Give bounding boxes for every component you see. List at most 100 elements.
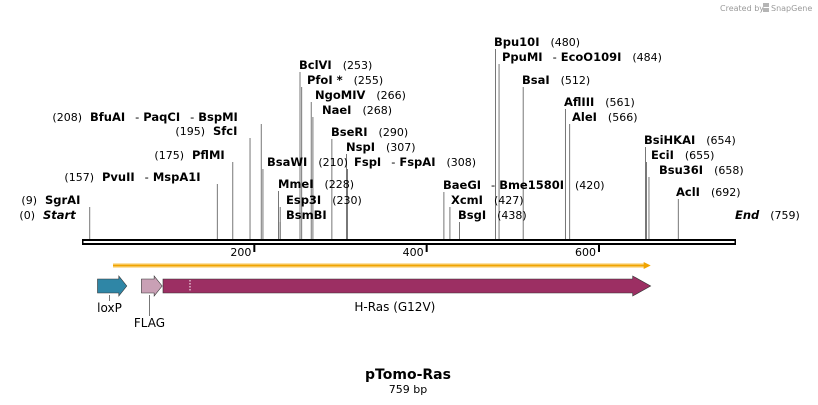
site-position: (175) bbox=[154, 149, 184, 162]
feature-h-ras-g12v[interactable]: H-Ras (G12V) bbox=[162, 275, 652, 314]
site-position: (255) bbox=[354, 74, 384, 87]
feature-label: H-Ras (G12V) bbox=[354, 300, 435, 314]
site-start[interactable]: (0) Start bbox=[19, 208, 76, 222]
site-name: NspI bbox=[346, 140, 375, 154]
site-name: AleI bbox=[572, 110, 597, 124]
backbone-right-cap bbox=[734, 239, 736, 245]
site-position: (692) bbox=[711, 186, 741, 199]
site-naei[interactable]: NaeI (268) bbox=[322, 103, 392, 117]
site-name: SfcI bbox=[213, 124, 237, 138]
site-labels: (0) Start(9) SgrAI(157) PvuII - MspA1I(175) Pf… bbox=[19, 35, 799, 222]
site-name: End bbox=[735, 208, 760, 222]
site-pflmi[interactable]: (175) PflMI bbox=[154, 148, 224, 162]
scale-tick-400 bbox=[425, 245, 428, 252]
site-end[interactable]: End (759) bbox=[735, 208, 800, 222]
site-position: (438) bbox=[497, 209, 527, 222]
site-position: (157) bbox=[64, 171, 94, 184]
site-position: (420) bbox=[575, 179, 605, 192]
site-name: XcmI bbox=[451, 193, 483, 207]
site-bpu10i[interactable]: Bpu10I (480) bbox=[494, 35, 580, 49]
scale-tick-600 bbox=[597, 245, 600, 252]
site-leader-lines bbox=[89, 49, 679, 239]
site-acli[interactable]: AclI (692) bbox=[676, 185, 741, 199]
site-separator: - bbox=[391, 155, 395, 169]
map-length: 759 bp bbox=[389, 383, 427, 396]
site-name: PfoI * bbox=[307, 73, 343, 87]
site-bsgi[interactable]: BsgI (438) bbox=[458, 208, 527, 222]
site-name: BsgI bbox=[458, 208, 486, 222]
site-isoschizomer: Bme1580I bbox=[499, 178, 564, 192]
site-position: (759) bbox=[770, 209, 800, 222]
site-pfoi[interactable]: PfoI * (255) bbox=[307, 73, 383, 87]
scale-tick-label: 200 bbox=[230, 246, 251, 259]
site-bsihkai[interactable]: BsiHKAI (654) bbox=[644, 133, 736, 147]
site-separator: - bbox=[135, 110, 139, 124]
scale-tick-label: 400 bbox=[403, 246, 424, 259]
site-sgrai[interactable]: (9) SgrAI bbox=[21, 193, 80, 207]
site-bfuai[interactable]: (208) BfuAI - PaqCI - BspMI bbox=[52, 110, 237, 124]
site-name: BsaI bbox=[522, 73, 550, 87]
site-name: NaeI bbox=[322, 103, 351, 117]
site-esp3i[interactable]: Esp3I (230) bbox=[286, 193, 362, 207]
site-name: BsiHKAI bbox=[644, 133, 695, 147]
site-position: (654) bbox=[706, 134, 736, 147]
site-position: (266) bbox=[376, 89, 406, 102]
site-name: BclVI bbox=[299, 58, 332, 72]
backbone-top-strand bbox=[82, 239, 736, 241]
snapgene-logo-icon bbox=[763, 3, 769, 12]
site-bsmbi[interactable]: BsmBI bbox=[286, 208, 327, 222]
site-bseri[interactable]: BseRI (290) bbox=[331, 125, 408, 139]
site-bsai[interactable]: BsaI (512) bbox=[522, 73, 590, 87]
sequence-backbone bbox=[82, 239, 736, 245]
site-isoschizomer: FspAI bbox=[399, 155, 435, 169]
site-position: (268) bbox=[362, 104, 392, 117]
site-position: (230) bbox=[332, 194, 362, 207]
site-name: AclI bbox=[676, 185, 700, 199]
site-ppumi[interactable]: PpuMI - EcoO109I (484) bbox=[502, 50, 662, 64]
site-pvuii[interactable]: (157) PvuII - MspA1I bbox=[64, 170, 200, 184]
feature-arrow bbox=[97, 275, 128, 297]
site-name: MmeI bbox=[278, 177, 314, 191]
site-bsu36i[interactable]: Bsu36I (658) bbox=[659, 163, 744, 177]
site-bclvi[interactable]: BclVI (253) bbox=[299, 58, 372, 72]
feature-track: loxP FLAG H-Ras (G12V) bbox=[97, 275, 652, 330]
site-alei[interactable]: AleI (566) bbox=[572, 110, 638, 124]
site-name: SgrAI bbox=[45, 193, 80, 207]
site-isoschizomer: EcoO109I bbox=[561, 50, 622, 64]
site-xcmi[interactable]: XcmI (427) bbox=[451, 193, 524, 207]
site-name: PflMI bbox=[192, 148, 225, 162]
site-fspi[interactable]: FspI - FspAI (308) bbox=[354, 155, 476, 169]
scale-ticks: 200 400 600 bbox=[230, 245, 600, 259]
site-isoschizomer: PaqCI bbox=[143, 110, 180, 124]
site-nspi[interactable]: NspI (307) bbox=[346, 140, 416, 154]
site-position: (195) bbox=[175, 125, 205, 138]
scale-tick-200 bbox=[253, 245, 256, 252]
site-name: PvuII bbox=[102, 170, 135, 184]
map-title: pTomo-Ras bbox=[365, 367, 451, 383]
site-position: (566) bbox=[608, 111, 638, 124]
site-separator: - bbox=[145, 170, 149, 184]
site-sfci[interactable]: (195) SfcI bbox=[175, 124, 237, 138]
site-ngomiv[interactable]: NgoMIV (266) bbox=[315, 88, 406, 102]
orf-arrowhead-icon bbox=[643, 262, 651, 269]
feature-arrow bbox=[162, 275, 652, 297]
backbone-bottom-strand bbox=[82, 243, 736, 245]
site-separator: - bbox=[190, 110, 194, 124]
site-isoschizomer: BspMI bbox=[198, 110, 238, 124]
site-name: BsmBI bbox=[286, 208, 327, 222]
site-afliii[interactable]: AflIII (561) bbox=[564, 95, 635, 109]
feature-loxp[interactable]: loxP bbox=[97, 275, 128, 315]
site-bsawi[interactable]: BsaWI (210) bbox=[267, 155, 348, 169]
site-position: (210) bbox=[318, 156, 348, 169]
site-position: (308) bbox=[446, 156, 476, 169]
feature-label: loxP bbox=[97, 301, 122, 315]
site-mmei[interactable]: MmeI (228) bbox=[278, 177, 354, 191]
site-isoschizomer: MspA1I bbox=[153, 170, 201, 184]
site-baegi[interactable]: BaeGI - Bme1580I (420) bbox=[443, 178, 605, 192]
feature-flag[interactable]: FLAG bbox=[134, 275, 165, 330]
site-separator: - bbox=[553, 50, 557, 64]
site-name: PpuMI bbox=[502, 50, 543, 64]
site-name: NgoMIV bbox=[315, 88, 365, 102]
site-position: (480) bbox=[550, 36, 580, 49]
site-ecii[interactable]: EciI (655) bbox=[651, 148, 714, 162]
